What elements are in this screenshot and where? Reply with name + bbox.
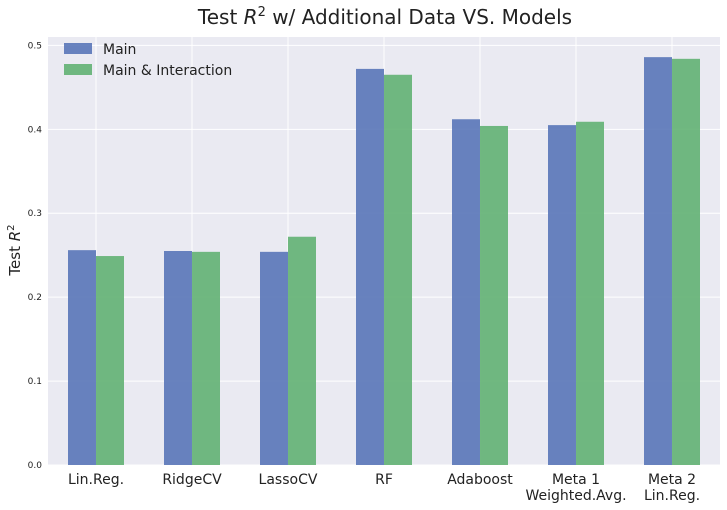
x-category-label: RF — [375, 472, 393, 488]
bar-main — [644, 57, 672, 466]
x-category-label: Adaboost — [447, 472, 513, 488]
plot-area: 0.0 0.1 0.2 0.3 0.4 0.5 Lin.Reg. RidgeCV LassoCV… — [28, 37, 720, 504]
bar-main-interaction — [480, 125, 508, 466]
y-axis-label-exponent: 2 — [6, 224, 17, 230]
x-category-label: RidgeCV — [162, 472, 222, 488]
chart-title-variable: R — [244, 5, 258, 29]
chart-title-prefix: Test — [197, 5, 244, 29]
y-axis-label-prefix: Test — [6, 241, 24, 276]
bar-main-interaction — [192, 251, 220, 465]
bar-main — [356, 68, 384, 465]
x-category-label: Meta 1 — [552, 472, 600, 488]
x-category-label: Weighted.Avg. — [525, 488, 626, 504]
bar-main — [548, 125, 576, 465]
y-tick-label: 0.1 — [28, 377, 42, 387]
bar-main — [260, 251, 288, 465]
y-tick-label: 0.0 — [28, 461, 43, 471]
bar-main — [68, 250, 96, 465]
x-category-label: Meta 2 — [648, 472, 696, 488]
bar-main-interaction — [288, 236, 316, 465]
x-category-label: Lin.Reg. — [644, 488, 700, 504]
legend-label: Main — [103, 42, 136, 58]
y-tick-label: 0.4 — [28, 125, 43, 135]
y-axis-label-variable: R — [6, 231, 24, 241]
bar-main-interaction — [576, 121, 604, 465]
chart-title: Test R2 w/ Additional Data VS. Models — [197, 5, 572, 29]
legend-swatch — [64, 64, 92, 75]
legend-label: Main & Interaction — [103, 63, 232, 79]
y-tick-label: 0.2 — [28, 293, 42, 303]
y-tick-label: 0.5 — [28, 41, 42, 51]
bar-main-interaction — [96, 256, 124, 465]
chart-title-suffix: w/ Additional Data VS. Models — [266, 5, 572, 29]
legend-swatch — [64, 43, 92, 54]
bar-main — [164, 251, 192, 465]
x-category-label: Lin.Reg. — [68, 472, 124, 488]
bar-main-interaction — [384, 74, 412, 465]
chart-title-exponent: 2 — [258, 5, 266, 20]
y-axis-label: Test R2 — [6, 224, 24, 276]
bar-main — [452, 119, 480, 465]
bar-main-interaction — [672, 58, 700, 465]
x-category-label: LassoCV — [259, 472, 318, 488]
y-tick-label: 0.3 — [28, 209, 42, 219]
